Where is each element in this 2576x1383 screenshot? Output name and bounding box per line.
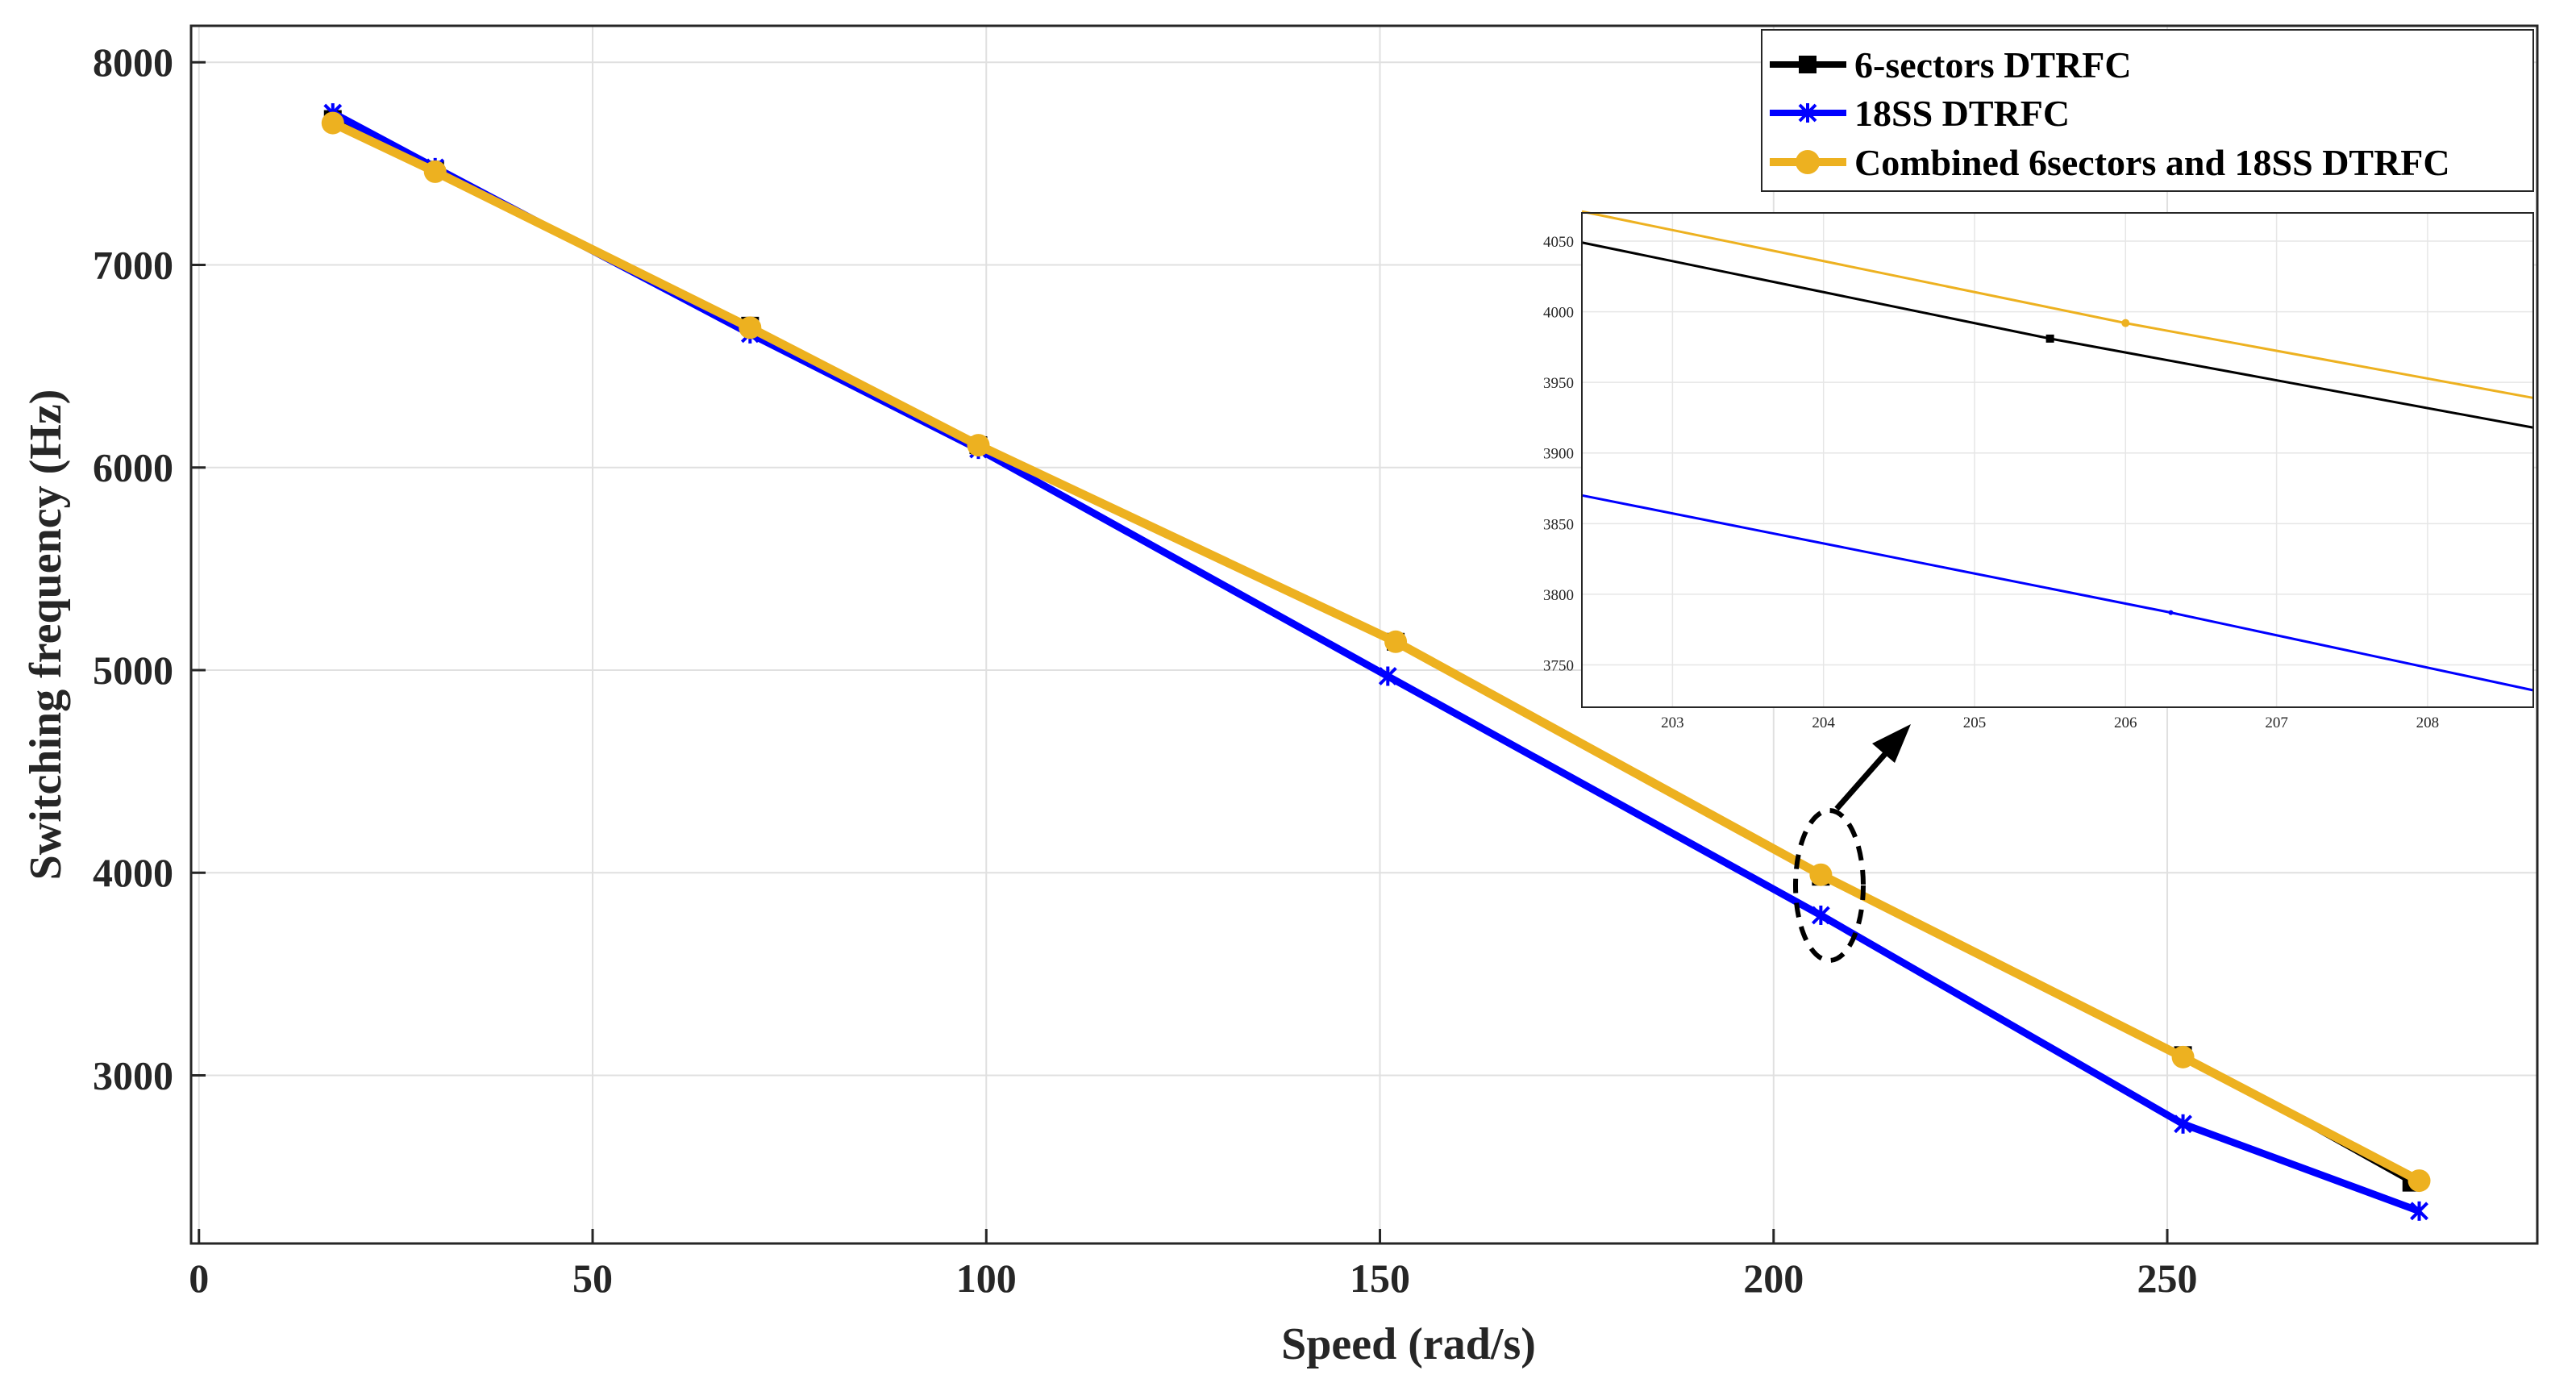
y-tick-label: 7000	[93, 242, 173, 287]
data-point-circle	[2407, 1169, 2431, 1193]
inset-y-tick-labels: 3750 3800 3850 3900 3950 4000 4050	[1543, 234, 1574, 674]
data-point-circle	[739, 316, 762, 340]
data-point-circle	[1384, 630, 1408, 653]
inset-frame	[1581, 212, 2534, 708]
x-tick-label: 200	[1743, 1256, 1804, 1301]
inset-y-tick-label: 3900	[1543, 446, 1574, 463]
legend-marker-star	[1798, 103, 1817, 123]
inset-background	[1582, 213, 2533, 707]
x-tick-label: 0	[189, 1256, 209, 1301]
inset-y-tick-label: 4050	[1543, 234, 1574, 251]
series-combined	[321, 111, 2431, 1193]
inset-x-tick-label: 204	[1812, 714, 1835, 731]
inset-y-tick-label: 3800	[1543, 587, 1574, 604]
y-tick-label: 5000	[93, 648, 173, 693]
data-point-circle	[321, 111, 344, 135]
series-layer	[321, 103, 2431, 1221]
data-point-circle	[2171, 1045, 2195, 1068]
inset-data-point-circle	[2121, 319, 2130, 327]
legend-marker-square	[1799, 56, 1817, 73]
legend-label-18ss: 18SS DTRFC	[1854, 93, 2070, 134]
inset-zoom-plot: 203 204 205 206 207 208 3750 3800 3850 3900 3950 4…	[1543, 210, 2534, 731]
y-tick-label: 6000	[93, 445, 173, 490]
data-point-circle	[423, 160, 447, 183]
legend-box	[1761, 29, 2534, 192]
zoom-arrow-head	[1872, 724, 1911, 763]
y-tick-label: 4000	[93, 850, 173, 895]
inset-data-point-star	[2168, 610, 2174, 615]
x-tick-label: 150	[1350, 1256, 1410, 1301]
legend-marker-circle	[1796, 150, 1820, 174]
data-point-star	[1378, 666, 1397, 686]
x-tick-labels: 0 50 100 150 200 250	[189, 1256, 2197, 1301]
inset-y-tick-label: 4000	[1543, 305, 1574, 322]
y-tick-label: 3000	[93, 1052, 173, 1098]
series-line	[331, 119, 2422, 1185]
inset-series-line-group	[1581, 241, 2534, 429]
data-point-star	[2410, 1201, 2428, 1221]
inset-series-line-group	[1581, 494, 2534, 692]
legend-entry-6-sectors: 6-sectors DTRFC	[1770, 44, 2132, 85]
inset-y-tick-label: 3850	[1543, 516, 1574, 533]
inset-y-tick-label: 3950	[1543, 375, 1574, 392]
inset-series	[1581, 210, 2534, 692]
legend: 6-sectors DTRFC 18SS DTRFC Combined 6sec…	[1761, 29, 2534, 192]
zoom-ellipse	[1793, 808, 1866, 963]
inset-grid	[1582, 213, 2533, 707]
legend-entry-18ss: 18SS DTRFC	[1770, 93, 2070, 134]
x-tick-label: 250	[2137, 1256, 2198, 1301]
data-point-circle	[1809, 863, 1833, 886]
inset-x-tick-label: 208	[2416, 714, 2440, 731]
inset-x-tick-labels: 203 204 205 206 207 208	[1661, 714, 2439, 731]
legend-label-6-sectors: 6-sectors DTRFC	[1854, 44, 2132, 85]
y-axis-label: Switching frequency (Hz)	[21, 389, 71, 881]
inset-x-tick-label: 203	[1661, 714, 1684, 731]
inset-series-line-group	[1581, 210, 2534, 399]
x-axis-label: Speed (rad/s)	[1281, 1319, 1536, 1369]
legend-label-combined: Combined 6sectors and 18SS DTRFC	[1854, 142, 2450, 183]
inset-x-tick-label: 206	[2114, 714, 2137, 731]
inset-y-tick-label: 3750	[1543, 657, 1574, 674]
x-tick-label: 100	[956, 1256, 1017, 1301]
data-point-star	[2174, 1114, 2192, 1134]
inset-data-point-square	[2045, 334, 2054, 343]
data-point-star	[1811, 905, 1830, 925]
legend-entry-combined: Combined 6sectors and 18SS DTRFC	[1770, 142, 2450, 183]
zoom-arrow-shaft	[1834, 752, 1887, 811]
data-point-circle	[967, 434, 990, 457]
inset-x-tick-label: 205	[1963, 714, 1987, 731]
inset-x-tick-label: 207	[2265, 714, 2288, 731]
plot-frame	[189, 24, 2539, 1245]
x-tick-label: 50	[572, 1256, 613, 1301]
y-tick-label: 8000	[93, 40, 173, 85]
y-tick-labels: 3000 4000 5000 6000 7000 8000	[93, 40, 173, 1098]
